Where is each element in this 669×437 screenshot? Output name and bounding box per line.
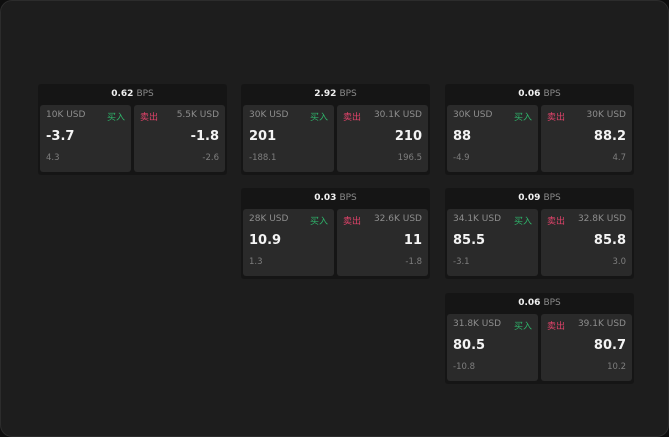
sell-change: 10.2	[607, 362, 626, 372]
spread-value: 0.06	[518, 298, 541, 308]
sell-price: 85.8	[593, 233, 626, 248]
sell-card[interactable]: 卖出 30K USD 88.2 4.7	[541, 105, 632, 172]
buy-change: -4.9	[453, 153, 470, 163]
sell-label: 卖出	[547, 217, 566, 227]
spread-value: 0.62	[111, 89, 134, 99]
sell-size: 30.1K USD	[373, 110, 422, 120]
sell-change: 3.0	[612, 257, 626, 267]
sell-label: 卖出	[140, 113, 159, 123]
buy-size: 30K USD	[249, 110, 289, 120]
sell-price: 80.7	[593, 338, 626, 353]
spread-header: 0.03 BPS	[241, 188, 430, 209]
buy-price: 201	[249, 129, 277, 144]
quote-panel: 0.09 BPS 34.1K USD 买入 85.5 -3.1 卖出 32.8K US…	[445, 188, 634, 279]
sell-change: 4.7	[612, 153, 626, 163]
buy-change: 1.3	[249, 257, 263, 267]
sell-price: 88.2	[593, 129, 626, 144]
sell-card[interactable]: 卖出 5.5K USD -1.8 -2.6	[134, 105, 225, 172]
buy-price: 80.5	[453, 338, 486, 353]
buy-card[interactable]: 30K USD 买入 88 -4.9	[447, 105, 538, 172]
sell-label: 卖出	[547, 322, 566, 332]
spread-unit: BPS	[136, 89, 154, 99]
buy-label: 买入	[513, 113, 532, 123]
quote-panel: 0.06 BPS 30K USD 买入 88 -4.9 卖出 30K USD 88.2…	[445, 84, 634, 175]
buy-change: -188.1	[249, 153, 277, 163]
spread-unit: BPS	[543, 89, 561, 99]
buy-price: 85.5	[453, 233, 486, 248]
sell-label: 卖出	[343, 113, 362, 123]
sell-change: -1.8	[405, 257, 422, 267]
buy-label: 买入	[309, 217, 328, 227]
buy-price: 88	[453, 129, 472, 144]
buy-size: 30K USD	[453, 110, 493, 120]
spread-unit: BPS	[339, 89, 357, 99]
quote-panel: 2.92 BPS 30K USD 买入 201 -188.1 卖出 30.1K USD…	[241, 84, 430, 175]
spread-value: 0.09	[518, 193, 541, 203]
sell-label: 卖出	[547, 113, 566, 123]
buy-size: 28K USD	[249, 214, 289, 224]
buy-price: 10.9	[249, 233, 282, 248]
spread-value: 0.03	[314, 193, 337, 203]
quote-panel: 0.06 BPS 31.8K USD 买入 80.5 -10.8 卖出 39.1K U…	[445, 293, 634, 384]
buy-label: 买入	[309, 113, 328, 123]
sell-card[interactable]: 卖出 32.6K USD 11 -1.8	[337, 209, 428, 276]
buy-card[interactable]: 10K USD 买入 -3.7 4.3	[40, 105, 131, 172]
buy-price: -3.7	[46, 129, 75, 144]
quote-panel: 0.03 BPS 28K USD 买入 10.9 1.3 卖出 32.6K USD 1…	[241, 188, 430, 279]
spread-header: 0.06 BPS	[445, 84, 634, 105]
buy-change: -10.8	[453, 362, 475, 372]
spread-unit: BPS	[339, 193, 357, 203]
spread-header: 0.62 BPS	[38, 84, 227, 105]
sell-price: 210	[394, 129, 422, 144]
buy-change: -3.1	[453, 257, 470, 267]
sell-size: 32.8K USD	[577, 214, 626, 224]
buy-change: 4.3	[46, 153, 60, 163]
spread-header: 0.09 BPS	[445, 188, 634, 209]
spread-unit: BPS	[543, 298, 561, 308]
sell-label: 卖出	[343, 217, 362, 227]
buy-card[interactable]: 31.8K USD 买入 80.5 -10.8	[447, 314, 538, 381]
buy-label: 买入	[513, 322, 532, 332]
spread-value: 2.92	[314, 89, 337, 99]
quote-panel: 0.62 BPS 10K USD 买入 -3.7 4.3 卖出 5.5K USD -1…	[38, 84, 227, 175]
buy-size: 34.1K USD	[453, 214, 502, 224]
sell-change: 196.5	[397, 153, 422, 163]
buy-label: 买入	[513, 217, 532, 227]
buy-label: 买入	[106, 113, 125, 123]
buy-size: 31.8K USD	[453, 319, 502, 329]
spread-header: 0.06 BPS	[445, 293, 634, 314]
sell-size: 5.5K USD	[176, 110, 219, 120]
sell-card[interactable]: 卖出 32.8K USD 85.8 3.0	[541, 209, 632, 276]
spread-unit: BPS	[543, 193, 561, 203]
buy-card[interactable]: 30K USD 买入 201 -188.1	[243, 105, 334, 172]
buy-size: 10K USD	[46, 110, 86, 120]
sell-size: 30K USD	[586, 110, 626, 120]
spread-value: 0.06	[518, 89, 541, 99]
sell-price: -1.8	[190, 129, 219, 144]
spread-header: 2.92 BPS	[241, 84, 430, 105]
sell-size: 39.1K USD	[577, 319, 626, 329]
buy-card[interactable]: 34.1K USD 买入 85.5 -3.1	[447, 209, 538, 276]
sell-change: -2.6	[202, 153, 219, 163]
sell-price: 11	[403, 233, 422, 248]
sell-size: 32.6K USD	[373, 214, 422, 224]
sell-card[interactable]: 卖出 30.1K USD 210 196.5	[337, 105, 428, 172]
sell-card[interactable]: 卖出 39.1K USD 80.7 10.2	[541, 314, 632, 381]
buy-card[interactable]: 28K USD 买入 10.9 1.3	[243, 209, 334, 276]
